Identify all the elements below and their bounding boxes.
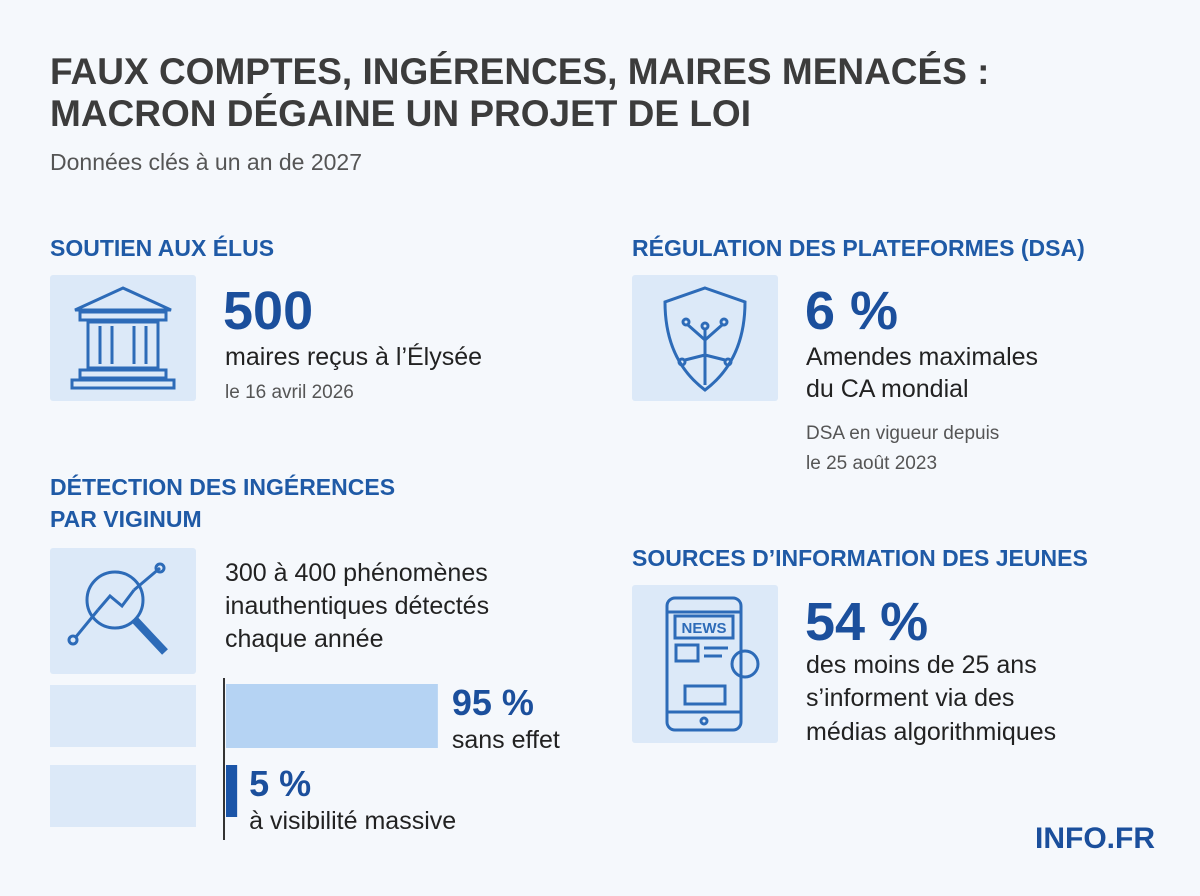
section-heading: DÉTECTION DES INGÉRENCES <box>50 473 395 500</box>
note: le 16 avril 2026 <box>225 382 354 403</box>
text-line: inauthentiques détectés <box>225 592 489 620</box>
bar-group: 95 % sans effet 5 % à visibilité massive <box>226 682 560 835</box>
subtitle: Données clés à un an de 2027 <box>50 149 362 175</box>
shield-icon <box>663 286 747 392</box>
bar-caption: à visibilité massive <box>249 807 456 835</box>
text-line: des moins de 25 ans <box>806 651 1037 679</box>
text-line: s’informent via des <box>806 684 1014 712</box>
value-label: 95 % <box>452 682 534 723</box>
building-icon <box>70 286 176 390</box>
text-line: chaque année <box>225 625 383 653</box>
section-heading: SOURCES D’INFORMATION DES JEUNES <box>632 545 1088 571</box>
icon-label: NEWS <box>682 620 727 637</box>
big-figure: 500 <box>223 281 313 341</box>
text-line: Amendes maximales <box>806 343 1038 371</box>
title: FAUX COMPTES, INGÉRENCES, MAIRES MENACÉS… <box>50 51 990 92</box>
section-heading: SOUTIEN AUX ÉLUS <box>50 234 274 261</box>
big-figure: 6 % <box>805 281 898 341</box>
placeholder-box <box>50 685 196 747</box>
magnifier-icon <box>67 562 168 655</box>
bar <box>226 684 438 748</box>
value-label: 5 % <box>249 763 311 804</box>
section-heading: PAR VIGINUM <box>50 506 202 532</box>
placeholder-box <box>50 765 196 827</box>
bar-caption: sans effet <box>452 726 560 754</box>
note: le 25 août 2023 <box>806 453 937 474</box>
text-line: du CA mondial <box>806 375 969 403</box>
note: DSA en vigueur depuis <box>806 423 999 444</box>
text-line: 300 à 400 phénomènes <box>225 559 488 587</box>
phone-icon <box>665 596 760 732</box>
big-figure: 54 % <box>805 592 928 652</box>
icon-box <box>50 548 196 674</box>
text-line: médias algorithmiques <box>806 718 1056 746</box>
section-heading: RÉGULATION DES PLATEFORMES (DSA) <box>632 234 1085 261</box>
bar <box>226 765 238 817</box>
title: MACRON DÉGAINE UN PROJET DE LOI <box>50 93 751 134</box>
brand: INFO.FR <box>1035 822 1155 855</box>
text-line: maires reçus à l’Élysée <box>225 342 482 371</box>
